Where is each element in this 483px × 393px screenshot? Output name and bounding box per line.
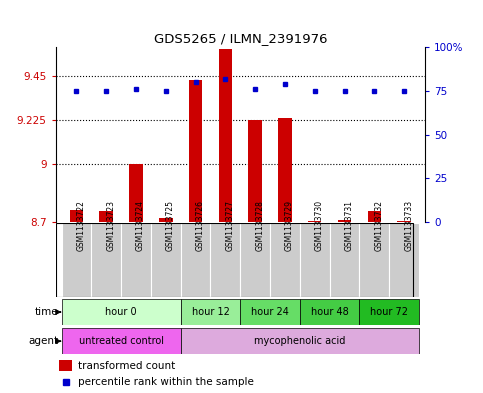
Bar [248,120,262,222]
Bar [70,210,83,222]
Bar [398,221,411,222]
Text: GSM1133725: GSM1133725 [166,200,175,251]
Bar [151,223,181,297]
Bar [91,223,121,297]
Bar [241,223,270,297]
Text: GSM1133729: GSM1133729 [285,200,294,251]
Title: GDS5265 / ILMN_2391976: GDS5265 / ILMN_2391976 [154,31,327,44]
Bar [300,223,330,297]
Text: GSM1133730: GSM1133730 [315,200,324,252]
Bar [189,80,202,222]
Text: hour 24: hour 24 [251,307,289,317]
Text: GSM1133732: GSM1133732 [374,200,384,251]
Bar [129,164,142,222]
Bar [211,223,241,297]
Text: transformed count: transformed count [78,360,175,371]
Text: agent: agent [28,336,58,346]
Bar [181,299,241,325]
Bar [270,223,300,297]
Text: percentile rank within the sample: percentile rank within the sample [78,377,254,387]
Bar [181,328,419,354]
Bar [61,223,91,297]
Bar [368,211,381,222]
Text: time: time [35,307,58,317]
Text: GSM1133723: GSM1133723 [106,200,115,251]
Bar [338,220,351,222]
Text: GSM1133731: GSM1133731 [344,200,354,251]
Bar [219,49,232,222]
Text: GSM1133724: GSM1133724 [136,200,145,251]
Bar [359,299,419,325]
Bar [181,223,211,297]
Text: untreated control: untreated control [79,336,164,346]
Bar [241,299,300,325]
Bar [330,223,359,297]
Text: GSM1133722: GSM1133722 [76,200,85,251]
Text: GSM1133727: GSM1133727 [226,200,234,251]
Text: GSM1133726: GSM1133726 [196,200,205,251]
Text: GSM1133733: GSM1133733 [404,200,413,252]
Text: hour 12: hour 12 [192,307,229,317]
Bar [99,211,113,222]
Bar [61,328,181,354]
Bar [300,299,359,325]
Bar [359,223,389,297]
Text: hour 48: hour 48 [311,307,349,317]
Text: hour 72: hour 72 [370,307,408,317]
Text: hour 0: hour 0 [105,307,137,317]
Bar [61,299,181,325]
Bar [308,221,322,222]
Bar [278,118,292,222]
Bar [59,360,72,371]
Text: GSM1133728: GSM1133728 [255,200,264,251]
Text: mycophenolic acid: mycophenolic acid [254,336,345,346]
Bar [121,223,151,297]
Bar [159,218,172,222]
Bar [389,223,419,297]
